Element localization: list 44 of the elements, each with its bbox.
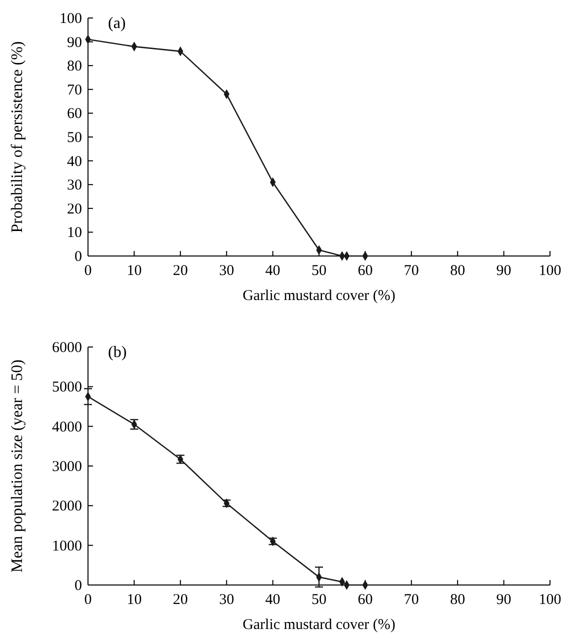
x-tick-label: 70 (404, 592, 419, 608)
x-tick-label: 100 (538, 263, 562, 279)
y-tick-label: 30 (67, 178, 82, 194)
x-tick-label: 100 (538, 592, 562, 608)
x-tick-label: 80 (450, 263, 466, 279)
x-tick-label: 90 (496, 592, 512, 608)
x-tick-label: 50 (312, 263, 326, 279)
x-tick-label: 60 (358, 263, 373, 279)
y-tick-label: 0 (74, 249, 82, 265)
x-tick-label: 40 (265, 263, 280, 279)
y-tick-label: 60 (67, 106, 82, 122)
y-tick-label: 4000 (52, 419, 82, 436)
x-tick-label: 30 (219, 263, 234, 279)
x-tick-label: 30 (219, 592, 234, 608)
y-tick-label: 70 (67, 82, 82, 98)
y-tick-label: 20 (67, 201, 82, 218)
x-tick-label: 40 (265, 592, 280, 608)
y-tick-label: 100 (60, 11, 82, 27)
x-tick-label: 70 (404, 263, 419, 279)
x-tick-label: 10 (126, 592, 142, 608)
y-tick-label: 1000 (52, 538, 82, 554)
x-axis-title: Garlic mustard cover (%) (242, 288, 396, 304)
y-tick-label: 40 (67, 154, 82, 170)
x-tick-label: 50 (312, 592, 326, 608)
y-tick-label: 10 (67, 225, 82, 242)
y-tick-label: 3000 (52, 459, 82, 475)
x-tick-label: 20 (172, 592, 188, 608)
x-tick-label: 10 (126, 263, 142, 279)
annotation: (a) (108, 15, 126, 32)
y-tick-label: 2000 (52, 498, 82, 515)
y-tick-label: 50 (67, 130, 82, 146)
x-tick-label: 80 (450, 592, 466, 608)
y-tick-label: 0 (74, 578, 82, 594)
x-tick-label: 20 (172, 263, 188, 279)
y-tick-label: 90 (67, 34, 82, 51)
y-tick-label: 5000 (52, 380, 82, 396)
y-axis-title: Probability of persistence (%) (9, 41, 26, 233)
x-axis-title: Garlic mustard cover (%) (242, 617, 396, 633)
annotation: (b) (108, 344, 127, 361)
x-tick-label: 90 (496, 263, 512, 279)
y-axis-title: Mean population size (year = 50) (9, 360, 26, 572)
x-tick-label: 60 (358, 592, 373, 608)
y-tick-label: 80 (67, 58, 82, 75)
y-tick-label: 6000 (52, 340, 82, 356)
